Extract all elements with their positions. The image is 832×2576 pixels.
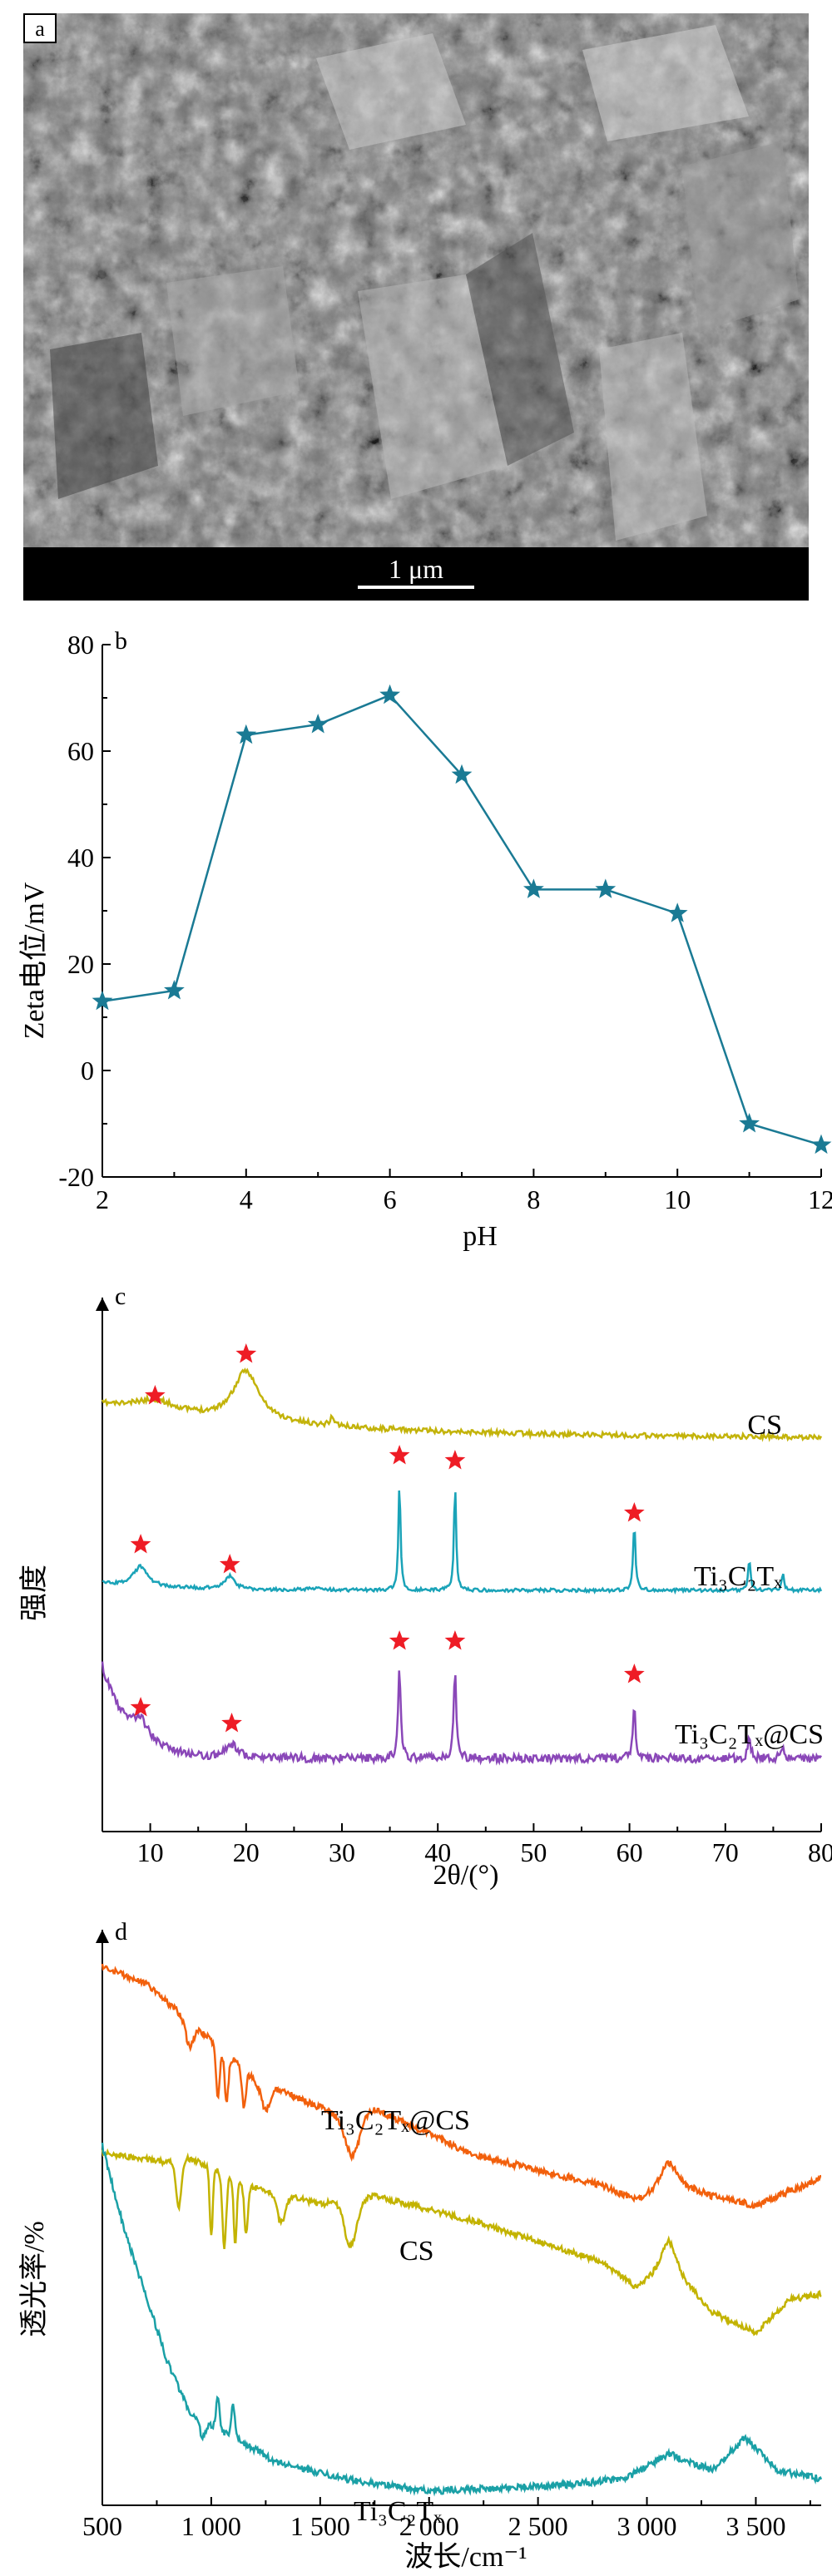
- peak-star-marker: [624, 1664, 645, 1684]
- cs-ftir-line: [101, 2148, 822, 2336]
- series-label-cs: CS: [747, 1410, 782, 1441]
- series-label-ti3c2tx: Ti₃C₂Tₓ: [694, 1561, 782, 1592]
- y-tick-label: 0: [81, 1056, 94, 1085]
- series-label-ti3c2tx: Ti₃C₂Tₓ: [354, 2496, 442, 2527]
- x-tick-label: 50: [520, 1837, 547, 1867]
- zeta-series-line: [102, 694, 822, 1146]
- y-tick-label: 80: [67, 630, 94, 660]
- series-label-ti3c2tx-cs: Ti₃C₂Tₓ@CS: [675, 1719, 824, 1750]
- panel-a-label: a: [35, 17, 45, 41]
- x-tick-label: 1 500: [290, 2511, 350, 2541]
- panel-a: a 1 μm: [0, 0, 832, 611]
- ti3c2tx-xrd-line: [102, 1490, 823, 1595]
- peak-star-marker: [389, 1445, 410, 1465]
- data-point-star: [523, 878, 544, 898]
- cs-xrd-line: [101, 1367, 823, 1442]
- peak-star-marker: [219, 1554, 240, 1574]
- y-tick-label: 20: [67, 949, 94, 979]
- x-tick-label: 70: [712, 1837, 739, 1867]
- peak-star-marker: [130, 1534, 151, 1554]
- peak-star-marker: [235, 1343, 257, 1363]
- series-label-ti3c2tx-cs: Ti₃C₂Tₓ@CS: [321, 2105, 470, 2136]
- peak-star-marker: [624, 1502, 645, 1522]
- panel-a-label-box: [23, 13, 57, 43]
- ti3c2tx-ftir-line: [101, 2142, 823, 2497]
- data-point-star: [666, 902, 688, 922]
- x-tick-label: 30: [329, 1837, 355, 1867]
- data-point-star: [451, 764, 473, 784]
- data-point-star: [595, 878, 617, 898]
- panel-d-label: d: [115, 1918, 127, 1946]
- sem-image: a 1 μm: [23, 13, 809, 601]
- x-tick-label: 12: [808, 1184, 832, 1214]
- panel-d: d 500 1 000 1 500 2 000 2 500 3 000 3 500 Ti₃C…: [0, 1905, 832, 2573]
- peak-star-marker: [444, 1630, 466, 1650]
- data-point-star: [810, 1134, 832, 1155]
- data-point-star: [235, 724, 257, 744]
- data-point-star: [164, 980, 185, 1000]
- panel-c-label: c: [115, 1283, 126, 1310]
- x-tick-label: 3 500: [726, 2511, 785, 2541]
- ti3c2tx-cs-xrd-line: [101, 1661, 823, 1767]
- zeta-chart: b 2 4 6 8 10 12 -20 0 20 40 60 80 pH Zeta电位/mV: [18, 627, 832, 1252]
- x-tick-label: 2: [96, 1184, 109, 1214]
- x-tick-label: 1 000: [181, 2511, 241, 2541]
- ftir-chart: d 500 1 000 1 500 2 000 2 500 3 000 3 500 Ti₃C…: [18, 1918, 823, 2573]
- x-tick-label: 2 500: [508, 2511, 568, 2541]
- x-tick-label: 40: [424, 1837, 451, 1867]
- y-tick-label: -20: [58, 1162, 94, 1192]
- y-axis-label: 强度: [18, 1565, 50, 1621]
- peak-star-marker: [444, 1450, 466, 1470]
- peak-star-marker: [389, 1630, 410, 1650]
- panel-b-label: b: [115, 627, 127, 655]
- peak-star-marker: [221, 1713, 242, 1733]
- peak-star-marker: [145, 1385, 166, 1405]
- data-point-star: [379, 684, 400, 705]
- x-tick-label: 80: [808, 1837, 832, 1867]
- x-tick-label: 3 000: [617, 2511, 677, 2541]
- peak-star-marker: [130, 1697, 151, 1717]
- y-axis-label: Zeta电位/mV: [18, 882, 50, 1039]
- x-tick-label: 4: [240, 1184, 253, 1214]
- data-point-star: [739, 1113, 760, 1133]
- y-tick-label: 60: [67, 736, 94, 766]
- panel-c: c 10 20 30 40 50 60 70 80 CS Ti₃C₂Tₓ Ti₃C₂Tₓ@CS…: [0, 1273, 832, 1905]
- x-axis-label: 波长/cm⁻¹: [404, 2541, 527, 2572]
- y-tick-label: 40: [67, 843, 94, 873]
- x-tick-label: 8: [527, 1184, 540, 1214]
- xrd-chart: c 10 20 30 40 50 60 70 80 CS Ti₃C₂Tₓ Ti₃C₂Tₓ@CS…: [18, 1283, 832, 1891]
- x-axis-label: pH: [463, 1221, 498, 1252]
- x-tick-label: 20: [233, 1837, 260, 1867]
- x-tick-label: 500: [82, 2511, 122, 2541]
- data-point-star: [92, 990, 113, 1011]
- y-axis-label: 透光率/%: [18, 2221, 50, 2337]
- scale-bar-label: 1 μm: [389, 554, 443, 584]
- x-tick-label: 6: [384, 1184, 397, 1214]
- series-label-cs: CS: [399, 2236, 434, 2267]
- x-tick-label: 10: [664, 1184, 691, 1214]
- y-axis-arrow: [96, 1930, 109, 1943]
- panel-b: b 2 4 6 8 10 12 -20 0 20 40 60 80 pH Zeta电位/mV: [0, 611, 832, 1273]
- x-tick-label: 60: [617, 1837, 643, 1867]
- x-tick-label: 2 000: [399, 2511, 459, 2541]
- data-point-star: [307, 714, 329, 734]
- x-axis-label: 2θ/(°): [433, 1860, 499, 1891]
- x-tick-label: 10: [137, 1837, 164, 1867]
- y-axis-arrow: [96, 1298, 109, 1311]
- ti3c2tx-cs-ftir-line: [101, 1963, 822, 2209]
